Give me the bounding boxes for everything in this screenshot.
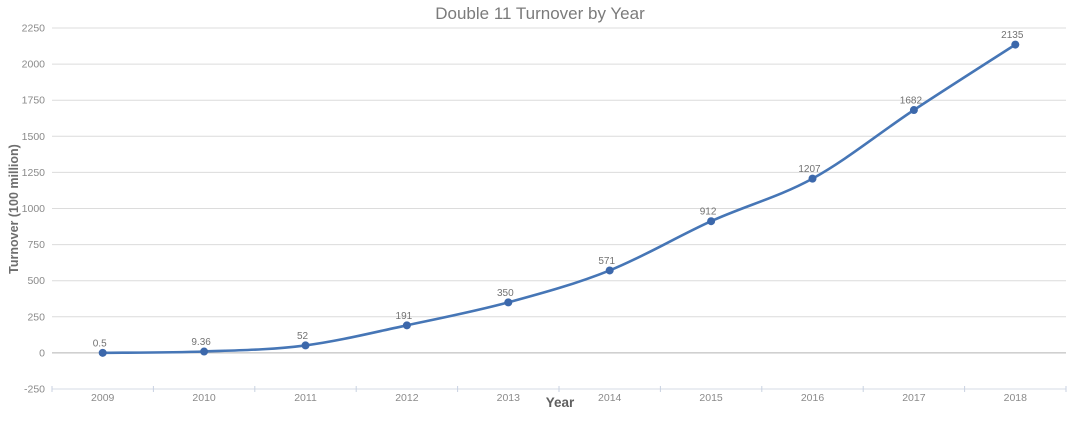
- y-tick-label: 2000: [22, 59, 46, 71]
- y-tick-label: 2250: [22, 23, 46, 35]
- x-tick-label: 2009: [91, 392, 115, 404]
- data-point-marker: [605, 266, 614, 275]
- y-tick-label: 500: [27, 275, 45, 287]
- x-tick-label: 2016: [801, 392, 825, 404]
- x-tick-label: 2012: [395, 392, 419, 404]
- y-tick-label: 1250: [22, 167, 46, 179]
- series-line: [101, 43, 1017, 355]
- data-point-label: 912: [700, 207, 717, 218]
- data-point-marker: [808, 174, 817, 183]
- x-tick-label: 2018: [1004, 392, 1028, 404]
- x-tick-label: 2010: [192, 392, 216, 404]
- data-point-marker: [98, 348, 107, 357]
- y-tick-label: 750: [27, 239, 45, 251]
- y-tick-label: 0: [39, 347, 45, 359]
- y-tick-label: 250: [27, 311, 45, 323]
- data-point-marker: [200, 347, 209, 356]
- x-tick-label: 2013: [497, 392, 521, 404]
- y-tick-label: 1750: [22, 95, 46, 107]
- data-point-label: 1207: [798, 164, 821, 175]
- data-point-marker: [1011, 40, 1020, 49]
- data-point-marker: [909, 106, 918, 115]
- data-point-label: 9.36: [191, 337, 211, 348]
- data-point-label: 52: [297, 331, 309, 342]
- y-axis-title: Turnover (100 million): [7, 144, 21, 274]
- data-point-label: 2135: [1001, 30, 1024, 41]
- data-point-label: 350: [497, 288, 514, 299]
- data-point-label: 1682: [900, 96, 923, 107]
- data-point-marker: [402, 321, 411, 330]
- y-tick-label: 1500: [22, 131, 46, 143]
- data-point-label: 0.5: [93, 338, 107, 349]
- data-point-marker: [504, 298, 513, 307]
- data-point-label: 191: [396, 311, 413, 322]
- data-point-marker: [301, 341, 310, 350]
- data-point-label: 571: [598, 256, 615, 267]
- y-tick-label: 1000: [22, 203, 46, 215]
- x-tick-label: 2017: [902, 392, 926, 404]
- x-tick-label: 2011: [294, 392, 317, 404]
- x-tick-label: 2015: [699, 392, 723, 404]
- x-axis-title: Year: [545, 395, 575, 410]
- y-tick-label: -250: [24, 384, 45, 396]
- x-tick-label: 2014: [598, 392, 622, 404]
- data-point-marker: [707, 217, 716, 226]
